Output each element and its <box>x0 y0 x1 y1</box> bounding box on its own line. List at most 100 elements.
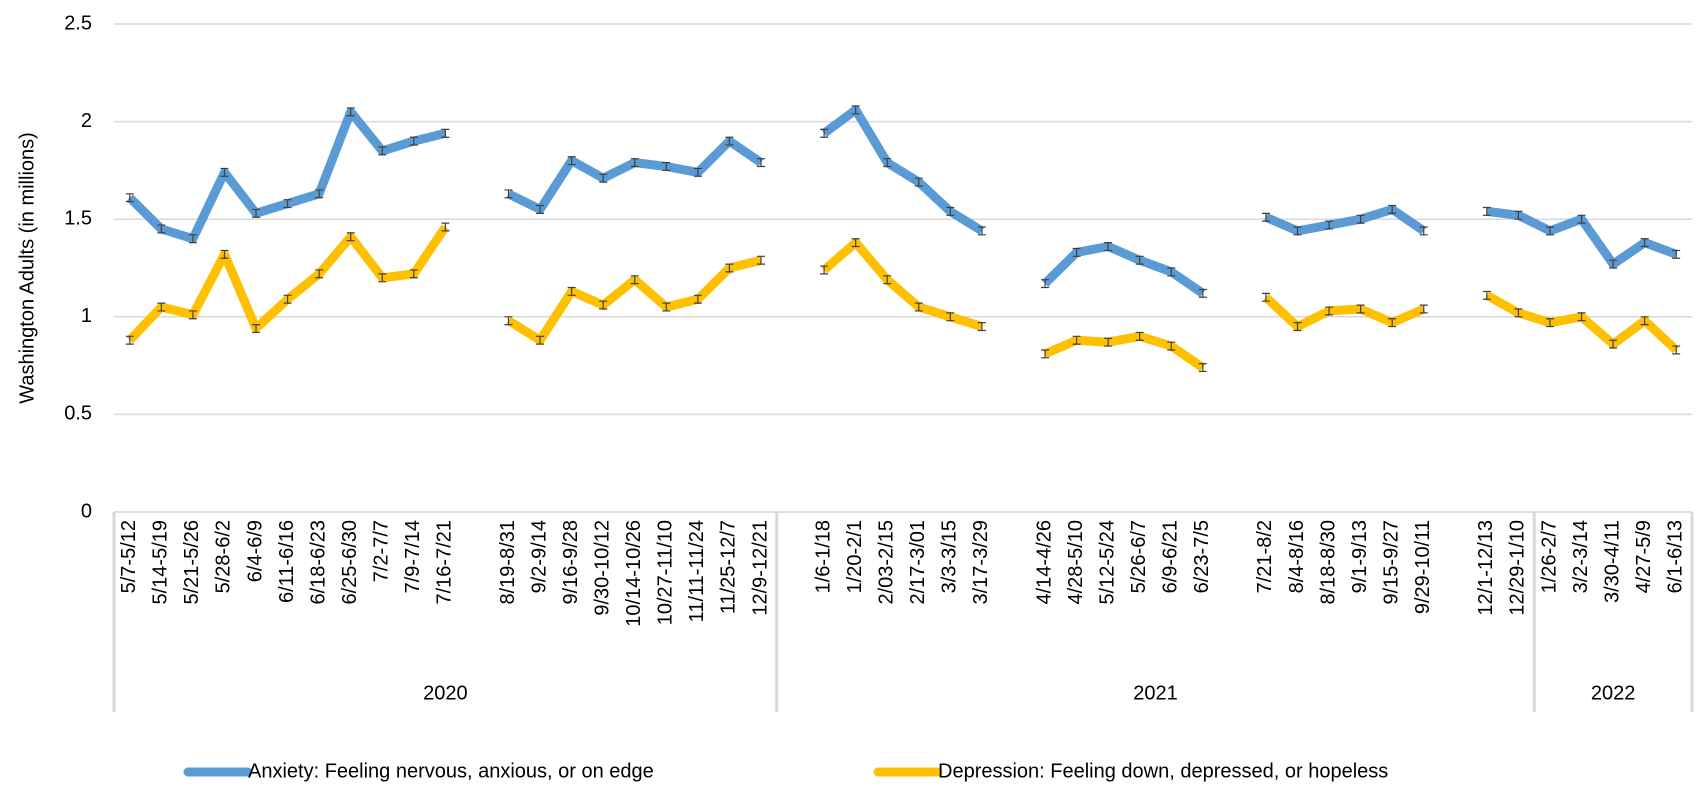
error-bar <box>1325 220 1334 230</box>
x-tick-label: 9/16-9/28 <box>560 520 582 605</box>
error-bar <box>283 294 292 304</box>
error-bar <box>1577 214 1586 224</box>
x-tick-label: 5/21-5/26 <box>181 520 203 605</box>
series-line <box>126 224 1680 372</box>
x-tick-label: 12/9-12/21 <box>749 520 771 616</box>
error-bar <box>1609 259 1618 269</box>
error-bar <box>630 275 639 285</box>
x-tick-label: 9/1-9/13 <box>1349 520 1371 593</box>
error-bar <box>1293 226 1302 236</box>
error-bar <box>662 302 671 312</box>
x-tick-label: 9/30-10/12 <box>591 520 613 616</box>
x-tick-label: 7/16-7/21 <box>434 520 456 605</box>
error-bar <box>914 177 923 187</box>
error-bar <box>1545 226 1554 236</box>
x-tick-label: 10/27-11/10 <box>655 520 677 625</box>
error-bar <box>1545 318 1554 328</box>
error-bar <box>977 226 986 236</box>
x-tick-label: 9/2-9/14 <box>528 520 550 593</box>
x-tick-label: 8/19-8/31 <box>497 520 519 605</box>
x-tick-label: 9/15-9/27 <box>1380 520 1402 605</box>
error-bar <box>504 189 513 199</box>
y-tick-label: 0.5 <box>64 403 92 425</box>
error-bar <box>1609 339 1618 349</box>
x-tick-label: 5/28-6/2 <box>213 520 235 593</box>
error-bar <box>378 273 387 283</box>
x-tick-label: 6/9-6/21 <box>1160 520 1182 593</box>
error-bar <box>1293 322 1302 332</box>
error-bar <box>1104 242 1113 252</box>
error-bar <box>1672 249 1681 259</box>
error-bar <box>1640 238 1649 248</box>
x-tick-label: 12/1-12/13 <box>1475 520 1497 616</box>
legend-label: Anxiety: Feeling nervous, anxious, or on… <box>248 760 654 782</box>
error-bar <box>1104 337 1113 347</box>
error-bar <box>1419 304 1428 314</box>
group-label: 2020 <box>423 682 468 704</box>
error-bar <box>725 136 734 146</box>
y-tick-label: 0 <box>81 500 92 522</box>
error-bar <box>1482 290 1491 300</box>
x-tick-label: 6/4-6/9 <box>244 520 266 582</box>
x-tick-label: 10/14-10/26 <box>623 520 645 627</box>
x-tick-label: 1/20-2/1 <box>844 520 866 593</box>
error-bar <box>820 265 829 275</box>
error-bar <box>1198 288 1207 298</box>
error-bar <box>1041 349 1050 359</box>
error-bar <box>1135 331 1144 341</box>
y-tick-label: 2 <box>81 110 92 132</box>
error-bar <box>536 335 545 345</box>
error-bar <box>851 105 860 115</box>
legend-label: Depression: Feeling down, depressed, or … <box>938 760 1388 782</box>
error-bar <box>1167 267 1176 277</box>
error-bar <box>1482 206 1491 216</box>
error-bar <box>851 238 860 248</box>
error-bar <box>946 206 955 216</box>
x-tick-label: 5/12-5/24 <box>1096 520 1118 605</box>
x-tick-label: 12/29-1/10 <box>1507 520 1529 616</box>
x-tick-label: 6/18-6/23 <box>307 520 329 605</box>
x-tick-label: 6/11-6/16 <box>276 520 298 603</box>
error-bar <box>409 136 418 146</box>
error-bar <box>252 208 261 218</box>
group-label: 2021 <box>1133 682 1178 704</box>
error-bar <box>1419 226 1428 236</box>
y-tick-label: 2.5 <box>64 12 92 34</box>
error-bar <box>1072 247 1081 257</box>
x-tick-label: 9/29-10/11 <box>1412 520 1434 614</box>
error-bar <box>1640 316 1649 326</box>
error-bar <box>157 302 166 312</box>
error-bar <box>977 322 986 332</box>
error-bar <box>378 146 387 156</box>
error-bar <box>1577 312 1586 322</box>
error-bar <box>1072 335 1081 345</box>
x-tick-label: 3/17-3/29 <box>970 520 992 605</box>
error-bar <box>1356 304 1365 314</box>
x-tick-label: 6/25-6/30 <box>339 520 361 605</box>
error-bar <box>567 156 576 166</box>
group-label: 2022 <box>1591 682 1636 704</box>
x-tick-label: 1/26-2/7 <box>1538 520 1560 593</box>
error-bar <box>883 158 892 168</box>
error-bar <box>1514 210 1523 220</box>
error-bar <box>599 173 608 183</box>
error-bar <box>1325 306 1334 316</box>
error-bar <box>1261 212 1270 222</box>
x-tick-label: 3/2-3/14 <box>1570 520 1592 593</box>
x-tick-label: 8/18-8/30 <box>1317 520 1339 605</box>
error-bar <box>125 335 134 345</box>
x-tick-label: 1/6-1/18 <box>812 520 834 593</box>
x-tick-label: 7/21-8/2 <box>1254 520 1276 593</box>
x-tick-label: 3/30-4/11 <box>1601 520 1623 603</box>
x-tick-label: 8/4-8/16 <box>1286 520 1308 593</box>
error-bar <box>914 302 923 312</box>
x-tick-label: 6/1-6/13 <box>1665 520 1687 593</box>
error-bar <box>820 128 829 138</box>
error-bar <box>125 193 134 203</box>
error-bar <box>693 167 702 177</box>
x-tick-label: 11/11-11/24 <box>686 520 708 622</box>
error-bar <box>1041 279 1050 289</box>
x-tick-label: 4/28-5/10 <box>1065 520 1087 605</box>
error-bar <box>157 224 166 234</box>
